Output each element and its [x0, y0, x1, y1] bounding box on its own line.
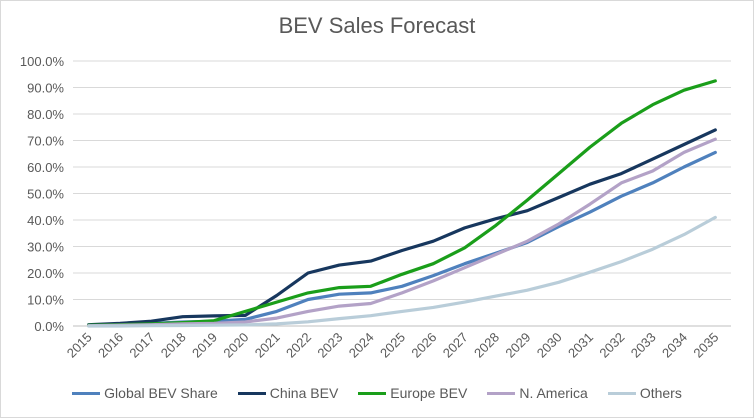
legend-label: N. America	[519, 385, 588, 401]
series-line	[87, 79, 717, 327]
x-tick-label: 2021	[252, 330, 283, 361]
x-tick-label: 2015	[64, 330, 95, 361]
legend-swatch	[358, 391, 387, 395]
x-tick-label: 2031	[565, 330, 596, 361]
y-tick-label: 30.0%	[27, 240, 64, 255]
legend-item: N. America	[487, 385, 588, 401]
y-tick-label: 20.0%	[27, 266, 64, 281]
x-tick-label: 2027	[440, 330, 471, 361]
x-tick-label: 2018	[158, 330, 189, 361]
x-tick-label: 2023	[314, 330, 345, 361]
chart-title: BEV Sales Forecast	[278, 13, 476, 38]
legend-item: China BEV	[237, 385, 339, 401]
series-line	[87, 128, 717, 327]
legend-item: Europe BEV	[358, 385, 467, 401]
legend-label: Others	[639, 385, 682, 401]
legend-item: Others	[607, 385, 682, 401]
series-line	[87, 215, 717, 328]
x-tick-label: 2028	[471, 330, 502, 361]
x-tick-label: 2016	[95, 330, 126, 361]
y-tick-label: 0.0%	[34, 319, 64, 334]
y-tick-label: 50.0%	[27, 187, 64, 202]
y-tick-label: 100.0%	[20, 54, 65, 69]
x-tick-label: 2024	[346, 330, 377, 361]
y-tick-label: 60.0%	[27, 160, 64, 175]
legend: Global BEV Share China BEV Europe BEV N. Am…	[1, 385, 753, 401]
y-tick-label: 90.0%	[27, 81, 64, 96]
y-tick-label: 80.0%	[27, 107, 64, 122]
x-tick-label: 2032	[596, 330, 627, 361]
legend-item: Global BEV Share	[72, 385, 218, 401]
x-tick-label: 2022	[283, 330, 314, 361]
x-tick-label: 2017	[126, 330, 157, 361]
legend-label: Global BEV Share	[104, 385, 218, 401]
x-tick-label: 2035	[690, 330, 721, 361]
x-tick-label: 2025	[377, 330, 408, 361]
legend-label: China BEV	[269, 385, 339, 401]
legend-swatch	[72, 391, 101, 395]
plot-area: 0.0% 10.0% 20.0% 30.0% 40.0% 50.0% 60.0% 70.0% 8…	[20, 54, 731, 361]
series-line	[87, 137, 717, 328]
y-tick-label: 10.0%	[27, 293, 64, 308]
x-tick-label: 2020	[220, 330, 251, 361]
y-tick-label: 40.0%	[27, 213, 64, 228]
legend-swatch	[237, 391, 266, 395]
x-tick-label: 2029	[502, 330, 533, 361]
x-tick-label: 2034	[659, 330, 690, 361]
legend-label: Europe BEV	[390, 385, 468, 401]
legend-swatch	[487, 391, 516, 395]
x-tick-label: 2026	[408, 330, 439, 361]
legend-swatch	[607, 391, 636, 395]
x-tick-label: 2033	[628, 330, 659, 361]
x-tick-label: 2030	[534, 330, 565, 361]
x-tick-label: 2019	[189, 330, 220, 361]
y-tick-label: 70.0%	[27, 134, 64, 149]
